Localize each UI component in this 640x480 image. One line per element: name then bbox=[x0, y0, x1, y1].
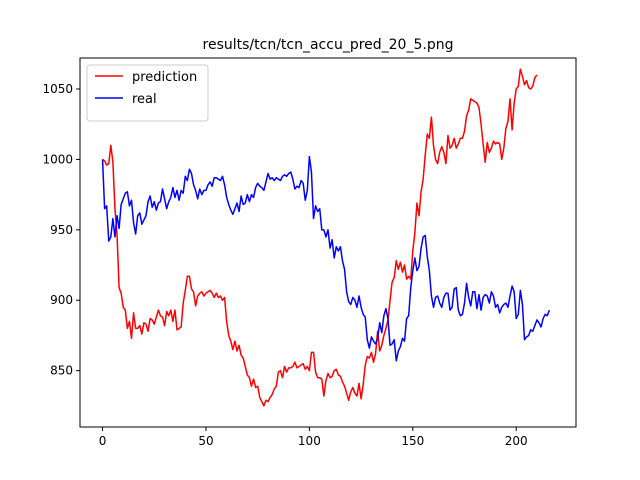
x-tick-label: 50 bbox=[198, 434, 213, 448]
y-tick-label: 850 bbox=[50, 364, 73, 378]
legend-box bbox=[86, 64, 209, 122]
series-line-prediction bbox=[102, 68, 538, 407]
y-axis: 850 900 950 1000 1050 bbox=[42, 82, 80, 378]
plot-frame bbox=[79, 57, 577, 428]
x-tick-label: 100 bbox=[298, 434, 321, 448]
y-tick-label: 950 bbox=[50, 223, 73, 237]
legend: prediction real bbox=[86, 64, 209, 122]
legend-label: prediction bbox=[132, 70, 197, 85]
series-line-real bbox=[101, 155, 551, 362]
y-tick-label: 900 bbox=[50, 293, 73, 307]
x-tick-label: 0 bbox=[99, 434, 107, 448]
x-tick-label: 200 bbox=[505, 434, 528, 448]
series-layer bbox=[101, 68, 551, 407]
x-tick-label: 150 bbox=[401, 434, 424, 448]
chart-title: results/tcn/tcn_accu_pred_20_5.png bbox=[203, 37, 454, 53]
y-tick-label: 1000 bbox=[42, 152, 73, 166]
y-tick-label: 1050 bbox=[42, 82, 73, 96]
x-axis: 0 50 100 150 200 bbox=[99, 427, 528, 448]
legend-label: real bbox=[132, 92, 157, 107]
